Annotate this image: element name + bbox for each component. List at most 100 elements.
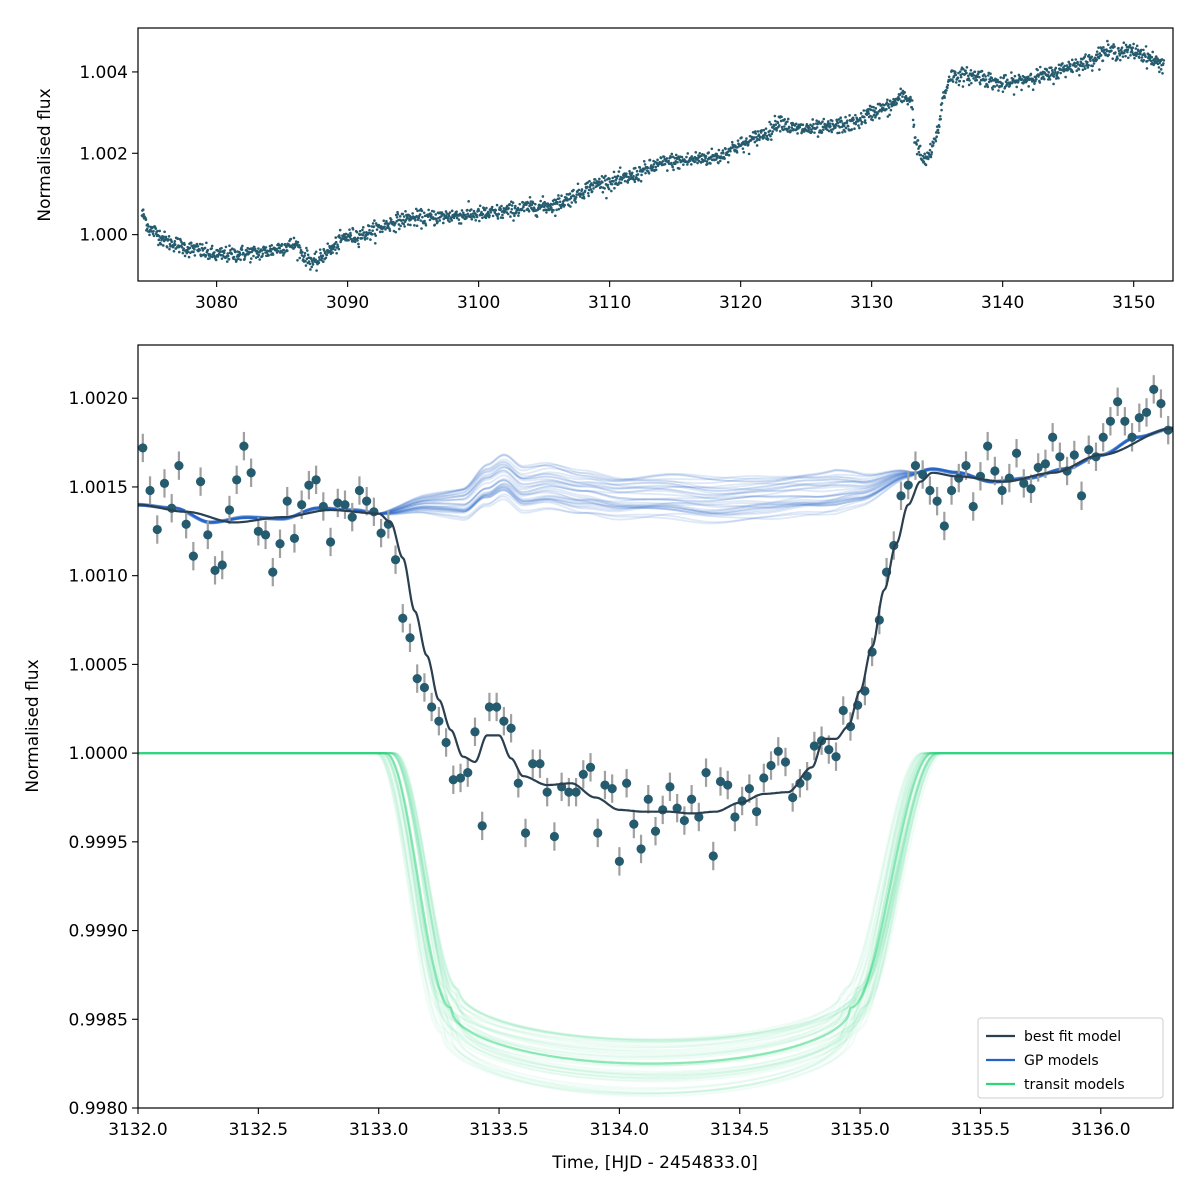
top-data-point xyxy=(834,122,838,126)
top-data-point xyxy=(878,117,881,120)
top-data-point xyxy=(880,109,883,113)
top-data-point xyxy=(652,162,656,166)
top-data-point xyxy=(921,154,925,158)
top-data-point xyxy=(805,122,809,126)
top-data-point xyxy=(255,252,259,255)
top-data-point xyxy=(422,211,426,215)
top-data-point xyxy=(1131,46,1135,50)
transit-model-line xyxy=(138,752,1173,1043)
data-point xyxy=(354,485,365,496)
data-point xyxy=(275,539,285,549)
top-data-point xyxy=(1126,50,1129,54)
top-data-point xyxy=(409,223,412,227)
top-data-point xyxy=(696,161,699,165)
top-data-point xyxy=(399,224,402,228)
top-data-point xyxy=(965,66,969,69)
top-data-point xyxy=(1011,77,1015,81)
top-data-point xyxy=(430,213,433,217)
top-data-point xyxy=(830,119,834,123)
data-point xyxy=(1105,416,1116,426)
top-data-point xyxy=(1128,43,1132,47)
top-data-point xyxy=(1097,56,1101,60)
top-x-tick-label: 3120 xyxy=(719,293,762,313)
top-data-point xyxy=(281,254,285,257)
top-data-point xyxy=(859,112,863,115)
data-point xyxy=(369,507,379,517)
data-point xyxy=(246,468,256,478)
top-data-point xyxy=(499,207,502,211)
top-x-tick-label: 3150 xyxy=(1112,293,1155,313)
top-data-point xyxy=(846,124,850,128)
top-data-point xyxy=(478,204,482,208)
top-data-point xyxy=(489,211,493,214)
top-data-point xyxy=(597,180,601,183)
top-data-point xyxy=(863,119,867,122)
top-data-point xyxy=(984,78,988,81)
top-data-point xyxy=(978,82,982,86)
bot-y-tick-label: 1.0010 xyxy=(69,567,128,587)
top-data-point xyxy=(1033,82,1036,85)
top-data-point xyxy=(1126,48,1130,52)
top-data-point xyxy=(301,250,304,254)
top-data-point xyxy=(152,229,155,233)
top-data-point xyxy=(770,132,774,136)
top-data-point xyxy=(183,254,187,258)
top-data-point xyxy=(216,255,220,258)
top-data-point xyxy=(613,175,617,179)
top-data-point xyxy=(556,200,559,204)
top-data-point xyxy=(885,101,889,104)
top-data-point xyxy=(661,159,665,163)
top-data-point xyxy=(495,203,499,207)
data-point xyxy=(1084,445,1094,455)
data-point xyxy=(701,768,711,778)
top-data-point xyxy=(689,159,692,162)
top-data-point xyxy=(1129,54,1132,57)
top-data-point xyxy=(541,195,545,198)
top-data-point xyxy=(230,252,234,256)
top-data-point xyxy=(940,102,944,105)
bot-y-tick-label: 1.0005 xyxy=(69,655,128,675)
top-data-point xyxy=(935,125,939,128)
top-data-point xyxy=(195,242,199,246)
top-data-point xyxy=(798,125,802,129)
top-data-point xyxy=(347,238,350,242)
top-data-point xyxy=(588,185,592,189)
top-data-point xyxy=(279,249,282,253)
top-data-point xyxy=(603,187,606,190)
top-data-point xyxy=(1145,67,1149,70)
top-data-point xyxy=(423,219,426,223)
top-data-point xyxy=(898,97,901,101)
top-data-point xyxy=(810,124,814,128)
top-data-point xyxy=(285,249,289,253)
top-data-point xyxy=(470,217,474,221)
top-data-point xyxy=(324,250,327,254)
top-data-point xyxy=(452,216,456,220)
top-data-point xyxy=(381,230,384,233)
top-data-point xyxy=(241,244,244,248)
top-data-point xyxy=(745,137,748,140)
top-data-point xyxy=(414,207,418,211)
top-data-point xyxy=(1017,79,1020,83)
bottom-axes-frame xyxy=(137,344,1174,1109)
top-data-point xyxy=(758,136,762,139)
data-point xyxy=(405,633,415,643)
top-data-point xyxy=(1074,65,1078,68)
top-data-point xyxy=(262,245,266,249)
top-data-point xyxy=(610,182,614,186)
top-data-point xyxy=(901,95,904,98)
top-data-point xyxy=(484,216,488,220)
top-data-point xyxy=(192,250,195,254)
data-point xyxy=(455,773,466,783)
top-data-point xyxy=(1034,77,1038,81)
top-data-point xyxy=(958,79,962,83)
top-data-point xyxy=(1121,55,1125,58)
data-point xyxy=(1113,397,1123,407)
top-data-point xyxy=(350,238,354,241)
data-point xyxy=(1019,478,1029,489)
top-data-point xyxy=(850,128,854,131)
top-data-point xyxy=(848,114,851,117)
top-data-point xyxy=(911,118,915,122)
top-data-point xyxy=(141,208,145,211)
transit-model-line xyxy=(138,752,1173,1064)
top-data-point xyxy=(965,71,968,75)
